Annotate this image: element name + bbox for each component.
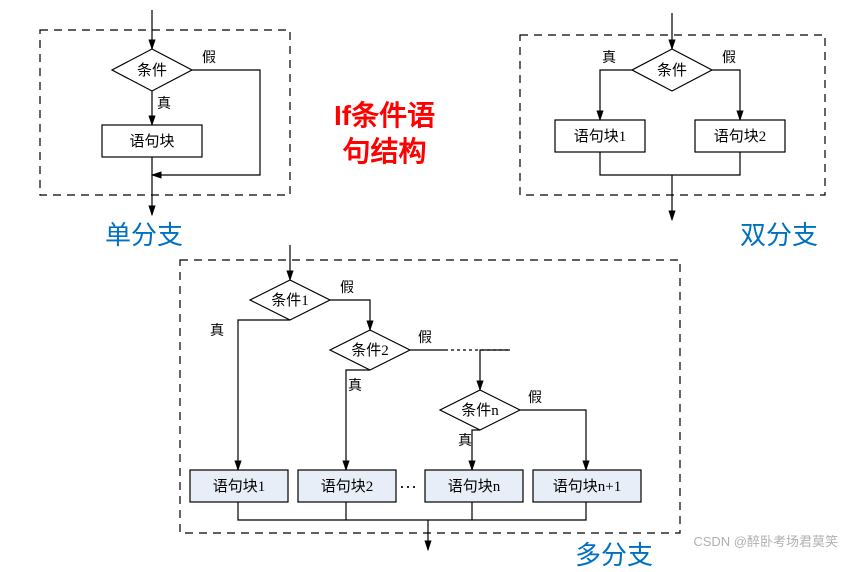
svg-text:假: 假 [418,330,432,346]
svg-text:真: 真 [602,50,616,66]
caption-multi: 多分支 [575,535,653,572]
svg-text:假: 假 [340,280,354,296]
caption-double: 双分支 [740,215,818,252]
svg-text:语句块: 语句块 [129,133,174,150]
title-line1: If条件语 [334,100,435,131]
svg-text:语句块n: 语句块n [448,478,501,495]
svg-text:条件n: 条件n [461,402,499,419]
svg-text:···: ··· [399,476,417,496]
svg-text:真: 真 [348,378,362,394]
svg-text:假: 假 [202,50,216,66]
main-title: If条件语 句结构 [334,98,435,171]
svg-text:假: 假 [528,390,542,406]
svg-text:条件1: 条件1 [271,292,309,309]
flowchart-canvas: 条件真语句块假条件真假语句块1语句块2条件1条件2条件n语句块1语句块2语句块n… [0,0,868,555]
svg-text:假: 假 [722,50,736,66]
svg-text:语句块1: 语句块1 [574,128,627,145]
svg-text:条件: 条件 [657,62,687,79]
caption-single: 单分支 [105,215,183,252]
svg-text:真: 真 [210,323,224,339]
svg-text:语句块2: 语句块2 [321,478,374,495]
svg-text:真: 真 [157,96,171,112]
svg-text:条件: 条件 [137,62,167,79]
svg-text:语句块n+1: 语句块n+1 [553,478,621,495]
svg-text:真: 真 [458,433,472,449]
svg-text:语句块2: 语句块2 [714,128,767,145]
svg-text:条件2: 条件2 [351,342,389,359]
title-line2: 句结构 [343,136,427,167]
watermark: CSDN @醉卧考场君莫笑 [693,531,838,550]
svg-text:语句块1: 语句块1 [213,478,266,495]
